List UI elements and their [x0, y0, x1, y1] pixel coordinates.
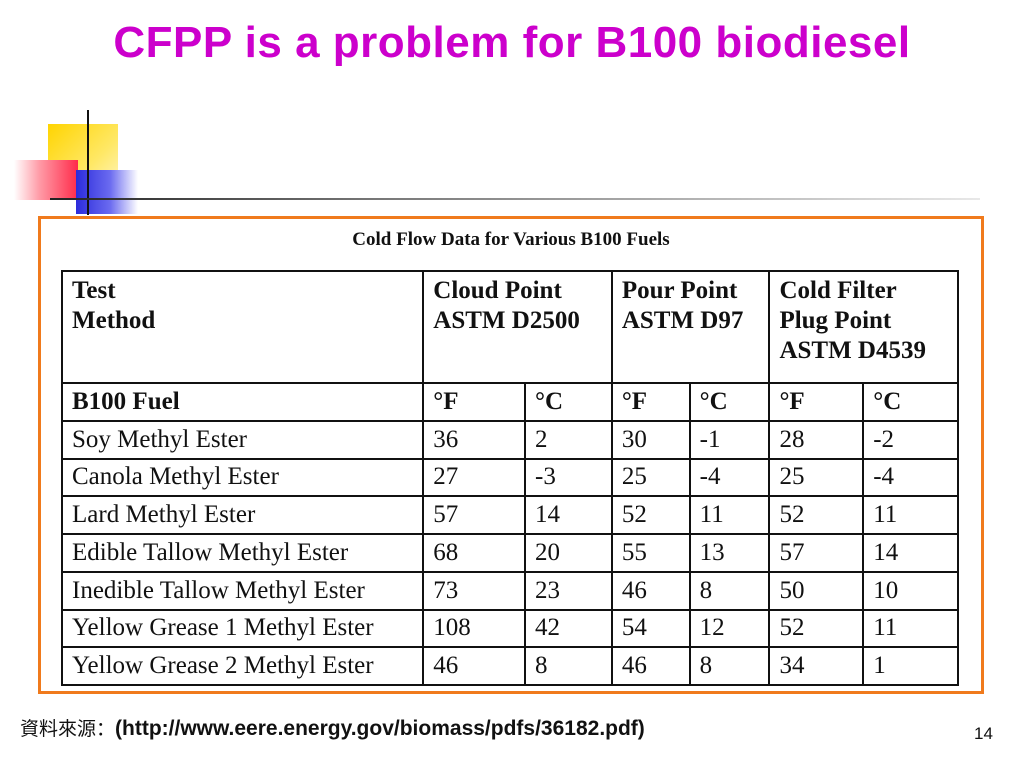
header-cloud-point: Cloud Point ASTM D2500	[422, 270, 613, 384]
value-cell: 8	[688, 646, 771, 686]
unit-cell: °C	[688, 382, 771, 422]
value-cell: 10	[862, 570, 959, 611]
value-cell: 23	[524, 570, 613, 611]
header-test-method: Test Method	[60, 270, 425, 384]
value-cell: -1	[688, 419, 771, 460]
value-cell: 30	[610, 419, 691, 460]
blue-square-decoration	[76, 170, 138, 214]
value-cell: 14	[524, 495, 613, 535]
value-cell: 108	[422, 608, 527, 649]
table-row: Lard Methyl Ester 57 14 52 11 52 11	[60, 495, 959, 535]
table-subheader-row: B100 Fuel °F °C °F °C °F °C	[60, 382, 959, 422]
value-cell: 52	[768, 608, 865, 649]
value-cell: 34	[768, 646, 865, 686]
value-cell: -4	[688, 457, 771, 498]
unit-cell: °F	[768, 382, 865, 422]
value-cell: 11	[862, 608, 959, 649]
value-cell: 68	[422, 533, 527, 573]
table-row: Inedible Tallow Methyl Ester 73 23 46 8 …	[60, 570, 959, 611]
value-cell: 2	[524, 419, 613, 460]
value-cell: 8	[524, 646, 613, 686]
cold-flow-table: Test Method Cloud Point ASTM D2500 Pour …	[60, 270, 959, 686]
value-cell: 54	[610, 608, 691, 649]
header-cfpp: Cold Filter Plug Point ASTM D4539	[768, 270, 959, 384]
value-cell: 55	[610, 533, 691, 573]
value-cell: -3	[524, 457, 613, 498]
fuel-name-cell: Inedible Tallow Methyl Ester	[60, 570, 425, 611]
value-cell: 25	[610, 457, 691, 498]
value-cell: -4	[862, 457, 959, 498]
table-row: Edible Tallow Methyl Ester 68 20 55 13 5…	[60, 533, 959, 573]
value-cell: 52	[610, 495, 691, 535]
slide-title: CFPP is a problem for B100 biodiesel	[113, 18, 911, 67]
source-url: (http://www.eere.energy.gov/biomass/pdfs…	[115, 717, 645, 740]
value-cell: 73	[422, 570, 527, 611]
subheader-fuel: B100 Fuel	[60, 382, 425, 422]
header-pour-point: Pour Point ASTM D97	[610, 270, 771, 384]
fuel-name-cell: Edible Tallow Methyl Ester	[60, 533, 425, 573]
value-cell: 52	[768, 495, 865, 535]
red-square-decoration	[14, 160, 78, 200]
value-cell: 11	[862, 495, 959, 535]
table-row: Canola Methyl Ester 27 -3 25 -4 25 -4	[60, 457, 959, 498]
table-frame: Cold Flow Data for Various B100 Fuels Te…	[38, 216, 984, 694]
table-row: Soy Methyl Ester 36 2 30 -1 28 -2	[60, 419, 959, 460]
value-cell: -2	[862, 419, 959, 460]
unit-cell: °F	[610, 382, 691, 422]
value-cell: 14	[862, 533, 959, 573]
value-cell: 20	[524, 533, 613, 573]
value-cell: 50	[768, 570, 865, 611]
value-cell: 46	[422, 646, 527, 686]
fuel-name-cell: Canola Methyl Ester	[60, 457, 425, 498]
value-cell: 13	[688, 533, 771, 573]
value-cell: 11	[688, 495, 771, 535]
value-cell: 1	[862, 646, 959, 686]
value-cell: 25	[768, 457, 865, 498]
fuel-name-cell: Yellow Grease 1 Methyl Ester	[60, 608, 425, 649]
value-cell: 27	[422, 457, 527, 498]
table-caption: Cold Flow Data for Various B100 Fuels	[352, 229, 670, 250]
fuel-name-cell: Yellow Grease 2 Methyl Ester	[60, 646, 425, 686]
value-cell: 12	[688, 608, 771, 649]
value-cell: 36	[422, 419, 527, 460]
fuel-name-cell: Lard Methyl Ester	[60, 495, 425, 535]
fuel-name-cell: Soy Methyl Ester	[60, 419, 425, 460]
value-cell: 57	[422, 495, 527, 535]
table-row: Yellow Grease 2 Methyl Ester 46 8 46 8 3…	[60, 646, 959, 686]
source-label: 資料來源：	[20, 718, 116, 740]
unit-cell: °F	[422, 382, 527, 422]
table-row: Yellow Grease 1 Methyl Ester 108 42 54 1…	[60, 608, 959, 649]
value-cell: 57	[768, 533, 865, 573]
value-cell: 28	[768, 419, 865, 460]
page-number: 14	[974, 724, 993, 743]
table-header-row: Test Method Cloud Point ASTM D2500 Pour …	[60, 270, 959, 384]
unit-cell: °C	[862, 382, 959, 422]
value-cell: 46	[610, 570, 691, 611]
horizontal-divider-line	[50, 198, 980, 200]
value-cell: 46	[610, 646, 691, 686]
value-cell: 42	[524, 608, 613, 649]
value-cell: 8	[688, 570, 771, 611]
vertical-divider-line	[87, 110, 89, 215]
source-citation: 資料來源：(http://www.eere.energy.gov/biomass…	[20, 714, 645, 741]
unit-cell: °C	[524, 382, 613, 422]
